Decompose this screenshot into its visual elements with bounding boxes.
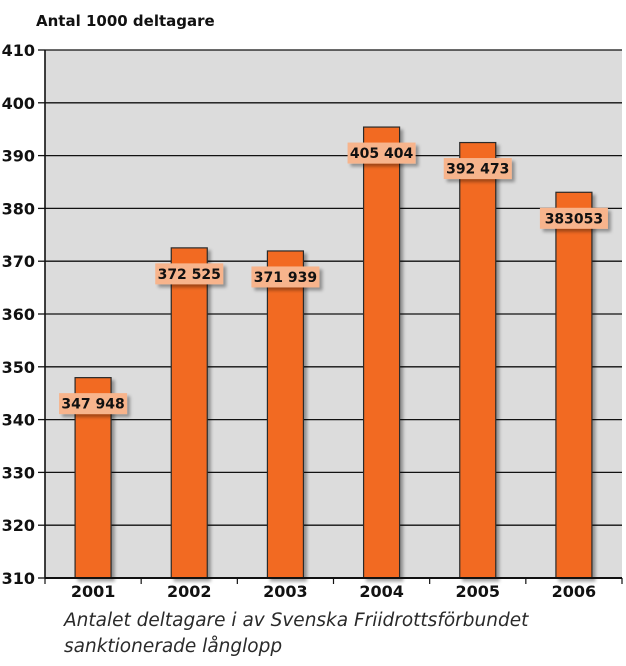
data-label-text: 392 473 <box>446 162 509 178</box>
y-axis-label: Antal 1000 deltagare <box>36 12 215 30</box>
data-label-2004: 405 404 <box>347 142 416 164</box>
data-label-box <box>59 393 128 415</box>
y-tick-label: 340 <box>2 411 35 430</box>
chart-svg: Antal 1000 deltagare 3103203303403503603… <box>2 12 623 600</box>
data-label-text: 371 939 <box>254 270 317 286</box>
data-label-box <box>539 207 608 229</box>
data-label-box <box>251 266 320 288</box>
y-tick-label: 400 <box>2 94 35 113</box>
x-tick-labels: 2001 2002 2003 2004 2005 2006 <box>71 582 596 600</box>
y-tick-label: 410 <box>2 41 35 60</box>
data-label-text: 347 948 <box>61 397 124 413</box>
x-tick-label: 2003 <box>263 582 308 600</box>
bar-chart: Antal 1000 deltagare 310 320 330 340 350 360 3… <box>2 12 623 600</box>
data-label-2006: 383053 <box>539 207 608 229</box>
data-label-box <box>347 142 416 164</box>
y-tick-labels: 310 320 330 340 350 360 370 380 390 400 410 <box>2 41 35 588</box>
y-tick-label: 350 <box>2 358 35 377</box>
bar-2004 <box>362 126 401 579</box>
axes <box>44 50 623 584</box>
bar-2002 <box>170 247 208 579</box>
x-tick-label: 2006 <box>552 582 597 600</box>
bar-2003 <box>266 250 305 579</box>
data-label-text: 405 404 <box>350 146 414 162</box>
x-tick-label: 2005 <box>455 582 500 600</box>
data-label-text: 383053 <box>545 211 603 227</box>
x-tick-label: 2004 <box>359 582 404 600</box>
data-label-2001: 347 948 <box>59 393 128 415</box>
x-tick-label: 2002 <box>167 582 212 600</box>
y-tick-label: 320 <box>2 516 35 535</box>
data-label-2003: 371 939 <box>251 266 320 288</box>
bar-2006 <box>555 191 593 579</box>
y-tick-label: 310 <box>2 569 35 588</box>
bar-2005 <box>459 141 497 579</box>
y-tick-label: 360 <box>2 305 35 324</box>
y-tick-label: 330 <box>2 463 35 482</box>
data-label-2002: 372 525 <box>155 263 224 285</box>
data-label-box <box>155 263 224 285</box>
y-tick-label: 390 <box>2 147 35 166</box>
grid-lines <box>38 49 622 579</box>
data-label-text: 372 525 <box>158 267 221 283</box>
figure-caption: Antalet deltagare i av Svenska Friidrott… <box>64 610 529 657</box>
data-label-box <box>443 158 512 180</box>
y-tick-label: 370 <box>2 252 35 271</box>
data-labels: 347 948 372 525 371 939 405 404 392 473 38305… <box>59 142 608 415</box>
x-tick-label: 2001 <box>71 582 116 600</box>
y-tick-label: 380 <box>2 199 35 218</box>
data-label-2005: 392 473 <box>443 158 512 180</box>
